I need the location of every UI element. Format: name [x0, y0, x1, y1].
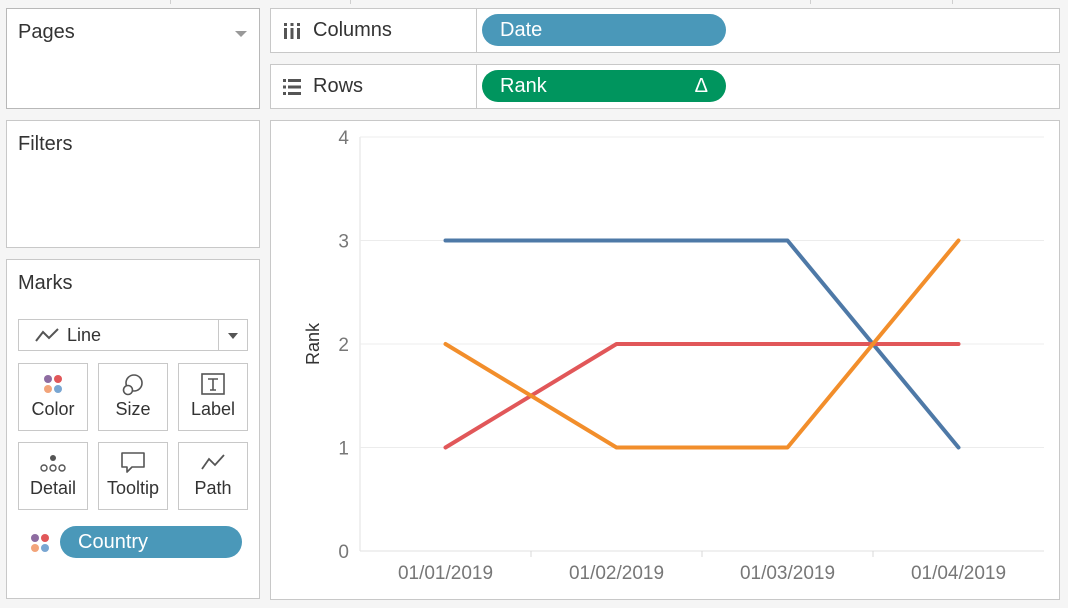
y-tick-label: 3 [338, 232, 349, 253]
chevron-down-icon[interactable] [235, 31, 247, 37]
label-button-label: Label [190, 399, 236, 419]
series-line-3[interactable] [443, 238, 961, 450]
top-divider [810, 0, 811, 4]
filters-card[interactable]: Filters [6, 120, 260, 248]
rank-line-chart: 0 1 2 3 4 01/01/2019 01/02/2019 01/03/2019 01/04… [303, 128, 1044, 584]
columns-icon [282, 21, 302, 46]
y-tick-label: 2 [338, 335, 349, 356]
label-button[interactable]: Label [178, 363, 248, 431]
marks-card: Marks Line Color Size [6, 259, 260, 599]
view-pane[interactable]: 0 1 2 3 4 01/01/2019 01/02/2019 01/03/2019 01/04… [270, 120, 1060, 600]
marks-title: Marks [18, 272, 73, 294]
shelf-divider [476, 65, 477, 108]
path-button-label: Path [194, 478, 232, 498]
size-button-label: Size [115, 399, 151, 419]
shelf-divider [476, 9, 477, 52]
rank-pill-label: Rank [500, 75, 547, 97]
line-mark-icon [35, 326, 59, 349]
size-icon [120, 372, 146, 403]
filters-title: Filters [18, 133, 73, 155]
x-tick-label: 01/02/2019 [569, 563, 664, 584]
tooltip-button-label: Tooltip [106, 478, 160, 498]
top-divider [952, 0, 953, 4]
tooltip-icon [120, 451, 146, 480]
dropdown-divider [218, 320, 219, 350]
chevron-down-icon[interactable] [228, 333, 238, 339]
pages-title: Pages [18, 21, 75, 43]
x-tick-label: 01/03/2019 [740, 563, 835, 584]
date-pill[interactable]: Date [482, 14, 726, 46]
detail-button-label: Detail [29, 478, 77, 498]
top-divider [170, 0, 171, 4]
path-button[interactable]: Path [178, 442, 248, 510]
size-button[interactable]: Size [98, 363, 168, 431]
rows-icon [282, 77, 302, 102]
top-divider [350, 0, 351, 4]
series-line-2[interactable] [443, 342, 961, 450]
columns-shelf[interactable]: Columns Date [270, 8, 1060, 53]
y-tick-label: 0 [338, 542, 349, 563]
columns-label: Columns [313, 19, 392, 41]
x-tick-label: 01/01/2019 [398, 563, 493, 584]
path-icon [200, 451, 226, 480]
detail-button[interactable]: Detail [18, 442, 88, 510]
y-tick-label: 4 [338, 128, 349, 149]
detail-icon [39, 451, 67, 480]
y-axis-title: Rank [303, 322, 323, 365]
rows-shelf[interactable]: Rows Rank Δ [270, 64, 1060, 109]
tooltip-button[interactable]: Tooltip [98, 442, 168, 510]
x-tick-label: 01/04/2019 [911, 563, 1006, 584]
table-calc-delta-icon: Δ [694, 75, 708, 97]
color-button[interactable]: Color [18, 363, 88, 431]
color-button-label: Color [31, 399, 75, 419]
pages-card[interactable]: Pages [6, 8, 260, 109]
mark-type-dropdown[interactable]: Line [18, 319, 248, 351]
top-strip [0, 0, 1068, 4]
rows-label: Rows [313, 75, 364, 97]
color-icon [41, 372, 65, 401]
y-tick-label: 1 [338, 439, 349, 460]
mark-type-label: Line [67, 325, 102, 345]
country-pill[interactable]: Country [60, 526, 242, 558]
label-icon [200, 372, 226, 401]
color-icon [29, 532, 51, 559]
rank-pill[interactable]: Rank Δ [482, 70, 726, 102]
